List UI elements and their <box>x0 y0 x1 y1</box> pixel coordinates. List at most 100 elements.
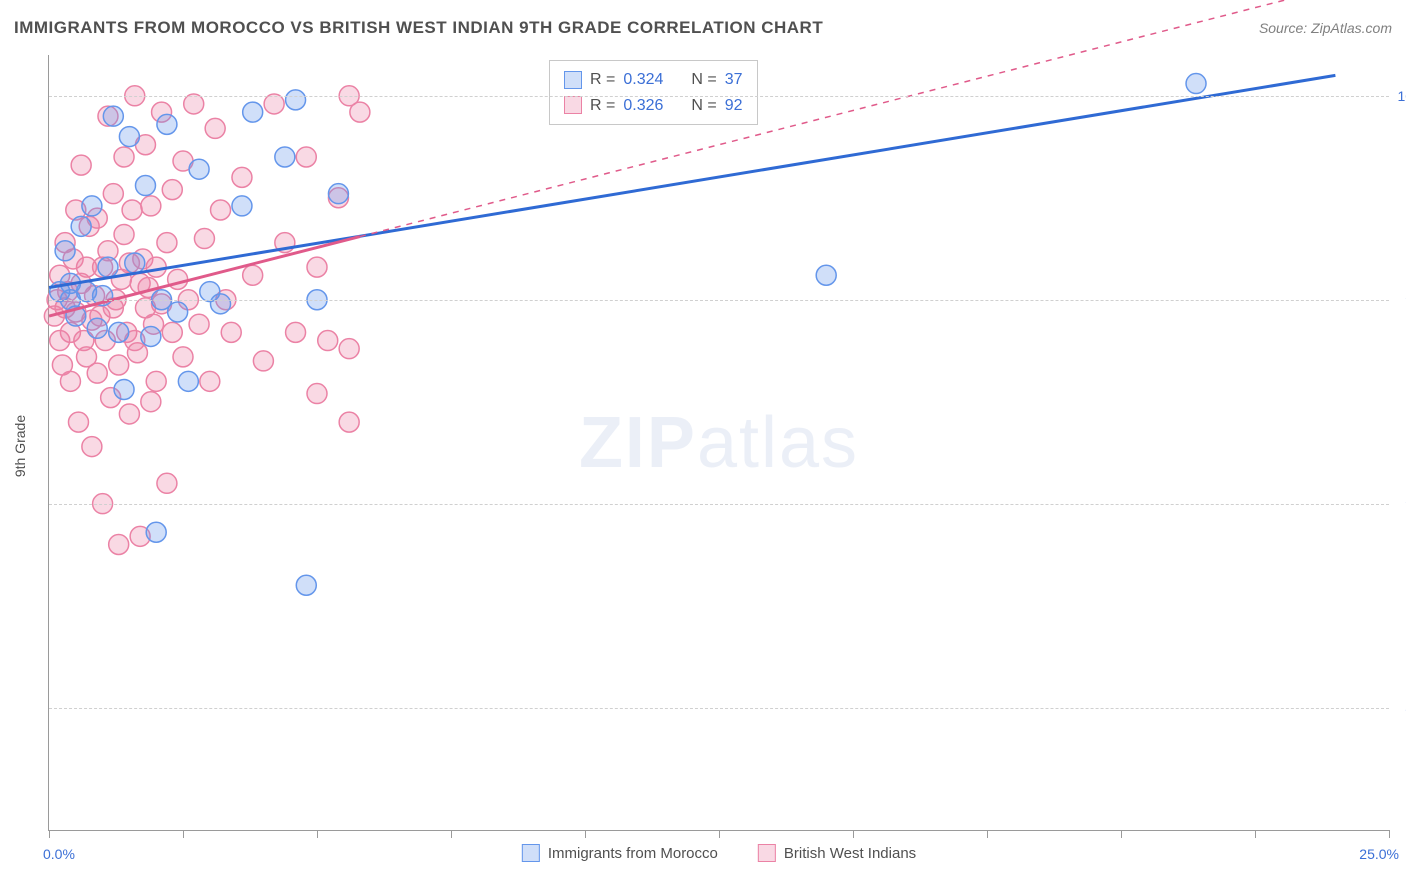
legend-item: Immigrants from Morocco <box>522 844 718 862</box>
scatter-point <box>82 196 102 216</box>
scatter-point <box>122 200 142 220</box>
scatter-point <box>184 94 204 114</box>
scatter-point <box>157 114 177 134</box>
y-axis-label: 9th Grade <box>12 415 28 477</box>
scatter-point <box>98 257 118 277</box>
scatter-point <box>168 302 188 322</box>
scatter-point <box>205 118 225 138</box>
scatter-point <box>109 322 129 342</box>
chart-header: IMMIGRANTS FROM MOROCCO VS BRITISH WEST … <box>14 18 1392 38</box>
gridline <box>49 96 1389 97</box>
scatter-point <box>109 534 129 554</box>
plot-area: ZIPatlas R =0.324N =37R =0.326N =92 0.0%… <box>48 55 1389 831</box>
scatter-point <box>275 147 295 167</box>
scatter-point <box>286 322 306 342</box>
x-tick <box>49 830 50 838</box>
scatter-point <box>211 200 231 220</box>
scatter-point <box>253 351 273 371</box>
scatter-point <box>173 347 193 367</box>
r-value: 0.324 <box>623 67 663 93</box>
x-max-label: 25.0% <box>1359 846 1399 862</box>
scatter-point <box>264 94 284 114</box>
legend-swatch <box>564 71 582 89</box>
scatter-point <box>114 379 134 399</box>
scatter-point <box>82 437 102 457</box>
scatter-point <box>114 224 134 244</box>
gridline <box>49 504 1389 505</box>
scatter-point <box>71 216 91 236</box>
scatter-point <box>157 233 177 253</box>
scatter-point <box>146 257 166 277</box>
scatter-point <box>109 355 129 375</box>
scatter-point <box>243 265 263 285</box>
legend-label: British West Indians <box>784 845 916 862</box>
scatter-point <box>816 265 836 285</box>
x-tick <box>451 830 452 838</box>
x-tick <box>1255 830 1256 838</box>
scatter-point <box>55 241 75 261</box>
scatter-point <box>296 575 316 595</box>
scatter-point <box>162 180 182 200</box>
stats-legend-row: R = 0.324 N = 37 <box>564 67 743 93</box>
scatter-point <box>125 253 145 273</box>
y-tick-label: 85.0% <box>1395 700 1406 716</box>
scatter-point <box>135 176 155 196</box>
scatter-point <box>328 184 348 204</box>
scatter-point <box>221 322 241 342</box>
scatter-point <box>146 371 166 391</box>
chart-source: Source: ZipAtlas.com <box>1259 20 1392 36</box>
y-tick-label: 95.0% <box>1395 292 1406 308</box>
gridline <box>49 708 1389 709</box>
scatter-point <box>339 339 359 359</box>
scatter-point <box>119 127 139 147</box>
scatter-point <box>114 147 134 167</box>
scatter-point <box>318 331 338 351</box>
series-legend: Immigrants from Morocco British West Indi… <box>522 844 916 862</box>
n-value: 37 <box>725 67 743 93</box>
scatter-point <box>162 322 182 342</box>
legend-item: British West Indians <box>758 844 916 862</box>
scatter-point <box>119 404 139 424</box>
y-tick-label: 100.0% <box>1395 88 1406 104</box>
x-tick <box>719 830 720 838</box>
scatter-point <box>189 159 209 179</box>
scatter-point <box>307 384 327 404</box>
scatter-point <box>286 90 306 110</box>
scatter-point <box>307 257 327 277</box>
scatter-point <box>103 184 123 204</box>
scatter-point <box>103 106 123 126</box>
x-tick <box>853 830 854 838</box>
legend-swatch <box>564 96 582 114</box>
scatter-point <box>243 102 263 122</box>
scatter-point <box>178 371 198 391</box>
scatter-point <box>211 294 231 314</box>
y-tick-label: 90.0% <box>1395 496 1406 512</box>
scatter-point <box>232 167 252 187</box>
scatter-point <box>141 196 161 216</box>
scatter-point <box>157 473 177 493</box>
scatter-point <box>200 371 220 391</box>
scatter-point <box>71 155 91 175</box>
r-label: R = <box>590 67 615 93</box>
stats-legend: R =0.324N =37R =0.326N =92 <box>549 60 758 125</box>
n-label: N = <box>691 67 716 93</box>
legend-swatch <box>758 844 776 862</box>
legend-swatch <box>522 844 540 862</box>
scatter-point <box>339 412 359 432</box>
gridline <box>49 300 1389 301</box>
x-tick <box>1121 830 1122 838</box>
x-tick <box>585 830 586 838</box>
scatter-point <box>232 196 252 216</box>
scatter-point <box>68 412 88 432</box>
scatter-point <box>189 314 209 334</box>
x-tick <box>987 830 988 838</box>
scatter-point <box>87 318 107 338</box>
scatter-point <box>350 102 370 122</box>
scatter-point <box>146 522 166 542</box>
scatter-point <box>87 363 107 383</box>
x-tick <box>1389 830 1390 838</box>
chart-title: IMMIGRANTS FROM MOROCCO VS BRITISH WEST … <box>14 18 823 38</box>
scatter-point <box>194 229 214 249</box>
scatter-point <box>1186 74 1206 94</box>
scatter-point <box>141 392 161 412</box>
